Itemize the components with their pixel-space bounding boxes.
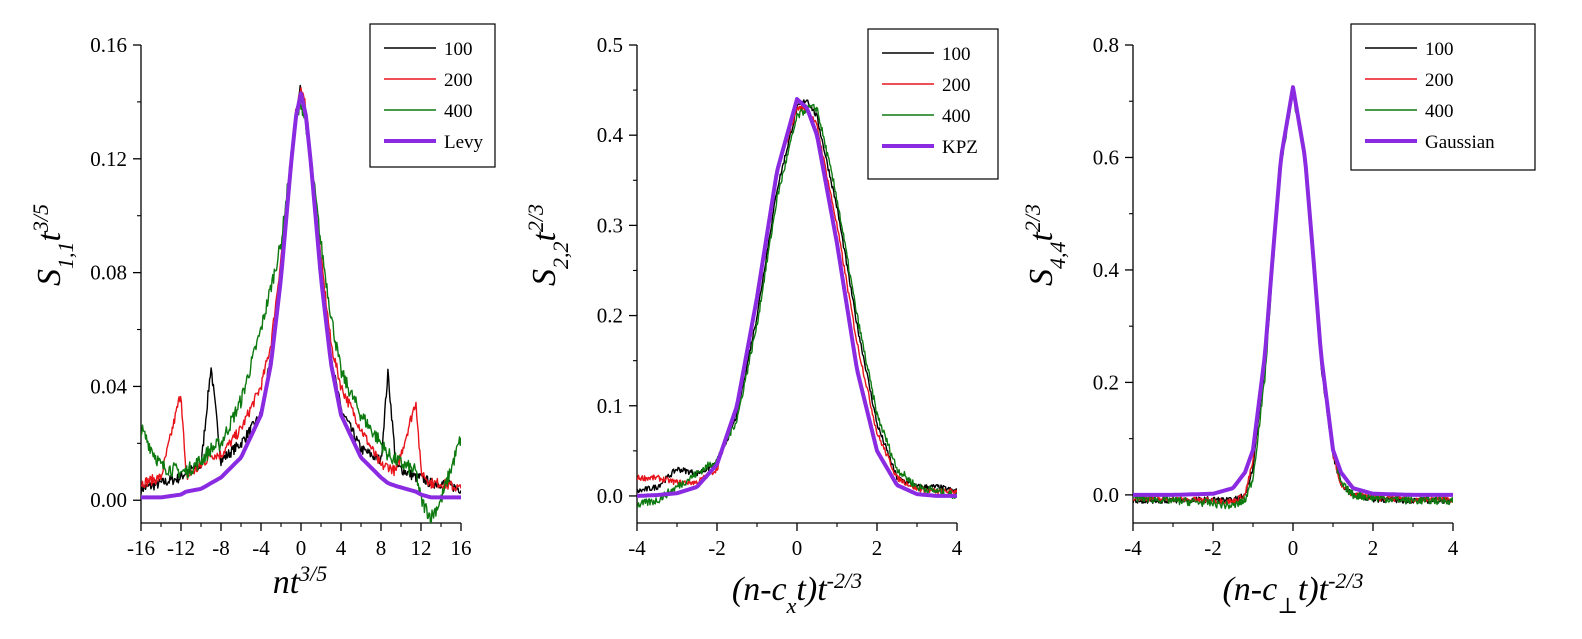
x-tick-label: 8 [376, 536, 387, 560]
y-axis-label: S4,4t2/3 [1020, 204, 1070, 286]
x-tick-label: -8 [212, 536, 230, 560]
x-axis-label-after: t)t [1298, 571, 1330, 608]
y-axis-label-main: S [31, 269, 68, 286]
x-tick-label: -2 [708, 536, 726, 560]
series-line-kpz [637, 97, 957, 498]
x-axis-label-main: (n-c [732, 571, 787, 608]
y-axis-label-main: S [1023, 269, 1060, 286]
y-axis-label-sup: 2/3 [523, 204, 548, 232]
x-tick-label: -16 [127, 536, 155, 560]
x-axis-label: nt3/5 [273, 561, 328, 602]
y-tick-label: 0.00 [90, 488, 127, 512]
x-axis-label-sub: ⊥ [1277, 593, 1298, 618]
x-tick-label: 2 [872, 536, 883, 560]
y-tick-label: 0.4 [1093, 258, 1120, 282]
x-tick-label: 2 [1368, 536, 1379, 560]
y-tick-label: 0.4 [597, 123, 624, 147]
y-tick-label: 0.04 [90, 374, 127, 398]
x-axis-label: (n-cxt)t-2/3 [732, 568, 862, 618]
y-axis-label-sup: 2/3 [1020, 204, 1045, 232]
y-axis-label-sub: 4,4 [1045, 242, 1070, 270]
x-tick-label: 0 [1288, 536, 1299, 560]
x-axis-label-sup: -2/3 [1328, 568, 1363, 593]
legend-label-400: 400 [444, 101, 473, 122]
y-tick-label: 0.12 [90, 147, 127, 171]
y-axis-label-sup: 3/5 [28, 204, 53, 233]
x-tick-label: 0 [296, 536, 307, 560]
x-tick-label: -2 [1204, 536, 1222, 560]
x-tick-label: 16 [451, 536, 472, 560]
x-axis-label-after: t)t [796, 571, 828, 608]
plot-area [637, 97, 957, 508]
x-axis-label-sup: -2/3 [827, 568, 862, 593]
x-tick-label: -4 [1124, 536, 1142, 560]
x-tick-label: 4 [1448, 536, 1459, 560]
y-axis-label-sub: 2,2 [548, 242, 573, 270]
y-axis-label-sub: 1,1 [53, 242, 78, 270]
legend-label-400: 400 [1425, 101, 1454, 122]
y-tick-label: 0.08 [90, 261, 127, 285]
legend-label-400: 400 [942, 106, 971, 127]
x-tick-label: -12 [167, 536, 195, 560]
series-line-400 [637, 103, 957, 508]
x-tick-label: -4 [252, 536, 270, 560]
x-axis-label-sup: 3/5 [298, 561, 327, 586]
y-axis-label-mid: t [31, 231, 68, 242]
y-tick-label: 0.16 [90, 33, 127, 57]
legend-label-100: 100 [444, 39, 473, 60]
legend-label-100: 100 [1425, 39, 1454, 60]
legend-label-200: 200 [1425, 70, 1454, 91]
x-tick-label: 4 [952, 536, 963, 560]
y-tick-label: 0.6 [1093, 145, 1119, 169]
series-line-gaussian [1133, 85, 1453, 497]
legend-label-200: 200 [444, 70, 473, 91]
legend-label-kpz: KPZ [942, 137, 978, 158]
x-axis-label-main: (n-c [1222, 571, 1277, 608]
x-tick-label: 12 [411, 536, 432, 560]
x-axis-label-sub: x [786, 593, 797, 618]
series-line-200 [637, 104, 957, 495]
chart-panel-left: 0.00 0.04 0.08 0.12 0.16 -16 -12 -8 -4 0 4 8 12 16 100… [28, 23, 496, 602]
y-axis-label-mid: t [526, 231, 563, 242]
series-line-levy [141, 91, 461, 500]
x-axis-label-main: nt [273, 564, 301, 601]
legend-label-gaussian: Gaussian [1425, 132, 1495, 153]
y-tick-label: 0.2 [1093, 370, 1119, 394]
y-axis-label-main: S [526, 269, 563, 286]
y-tick-label: 0.8 [1093, 33, 1119, 57]
y-tick-label: 0.3 [597, 213, 623, 237]
chart-panel-middle: 0.0 0.1 0.2 0.3 0.4 0.5 -4 -2 0 2 4 100 200 400 KPZ (n-… [523, 28, 999, 618]
x-tick-label: 4 [336, 536, 347, 560]
legend-label-200: 200 [942, 75, 971, 96]
legend-label-levy: Levy [444, 132, 484, 153]
y-axis-label-mid: t [1023, 231, 1060, 242]
x-axis-label: (n-c⊥t)t-2/3 [1222, 568, 1363, 618]
x-tick-label: -4 [628, 536, 646, 560]
y-tick-label: 0.2 [597, 304, 623, 328]
legend-box [867, 28, 999, 180]
y-axis-label: S2,2t2/3 [523, 204, 573, 286]
legend-label-100: 100 [942, 44, 971, 65]
series-line-200 [141, 87, 461, 492]
y-axis-label: S1,1t3/5 [28, 204, 78, 286]
y-tick-label: 0.0 [1093, 483, 1119, 507]
y-tick-label: 0.1 [597, 394, 623, 418]
x-tick-label: 0 [792, 536, 803, 560]
y-tick-label: 0.0 [597, 484, 623, 508]
series-line-400 [141, 101, 461, 523]
chart-panel-right: 0.0 0.2 0.4 0.6 0.8 -4 -2 0 2 4 100 200 400 Gaussian (… [1020, 23, 1536, 618]
y-tick-label: 0.5 [597, 33, 623, 57]
plot-area [141, 84, 461, 523]
plot-area [1133, 85, 1453, 510]
